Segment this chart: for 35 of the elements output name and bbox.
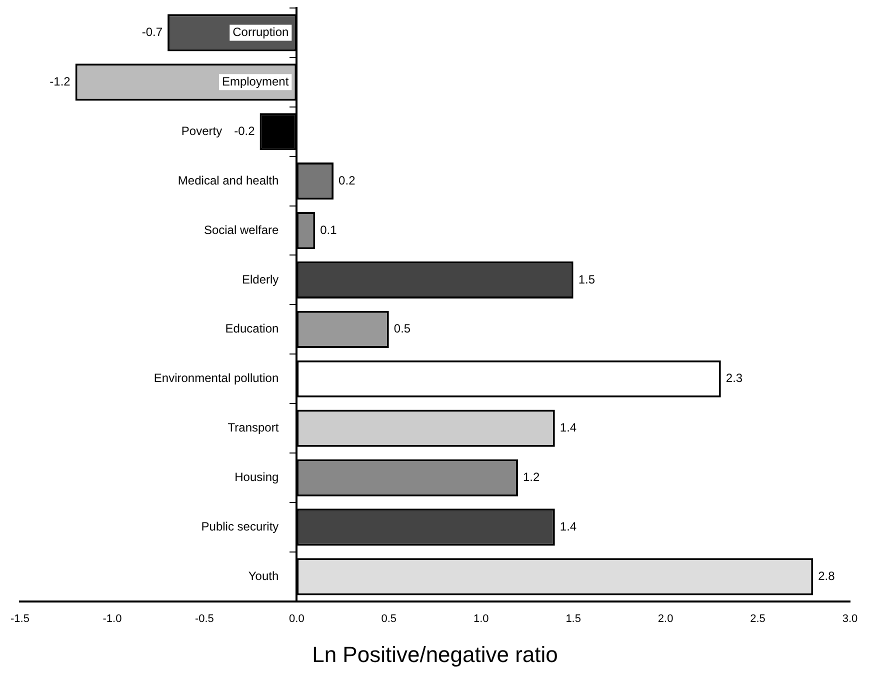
y-tick-label: Corruption xyxy=(232,25,289,40)
y-tick-label: Education xyxy=(225,322,279,336)
data-label: 0.1 xyxy=(320,222,338,237)
x-tick-label: 1.5 xyxy=(566,613,581,626)
y-tick-label: Transport xyxy=(228,420,280,435)
y-tick-label: Medical and health xyxy=(178,173,279,188)
data-label: 1.2 xyxy=(523,470,540,484)
x-tick-label: 1.0 xyxy=(473,613,489,626)
y-tick-label: Elderly xyxy=(242,272,279,286)
y-tick-label: Environmental pollution xyxy=(154,371,279,386)
y-tick-label: Public security xyxy=(201,520,279,534)
data-label: 2.8 xyxy=(818,568,836,583)
y-tick-label: Poverty xyxy=(181,124,222,138)
data-label: 2.3 xyxy=(726,371,743,386)
data-label: -0.2 xyxy=(234,124,256,138)
x-tick-label: 0.5 xyxy=(381,613,397,626)
y-tick-label: Social welfare xyxy=(204,222,279,237)
data-label: -0.7 xyxy=(142,25,163,40)
y-tick-label: Employment xyxy=(222,74,290,88)
y-tick-label: Housing xyxy=(234,470,279,484)
data-label: 0.5 xyxy=(394,322,411,336)
x-tick-label: -0.5 xyxy=(194,613,214,626)
data-label: 1.4 xyxy=(560,420,577,435)
x-tick-label: 2.5 xyxy=(750,613,766,626)
x-tick-label: 0.0 xyxy=(289,613,304,626)
y-tick-label: Youth xyxy=(248,568,279,583)
x-tick-label: -1.0 xyxy=(102,613,122,626)
x-tick-label: -1.5 xyxy=(10,613,30,626)
data-label: 0.2 xyxy=(338,173,356,188)
data-label: 1.5 xyxy=(578,272,596,286)
x-tick-label: 2.0 xyxy=(658,613,674,626)
x-axis-title: Ln Positive/negative ratio xyxy=(312,642,558,667)
data-label: -1.2 xyxy=(50,74,71,88)
data-label: 1.4 xyxy=(560,520,577,534)
x-tick-label: 3.0 xyxy=(842,613,858,626)
